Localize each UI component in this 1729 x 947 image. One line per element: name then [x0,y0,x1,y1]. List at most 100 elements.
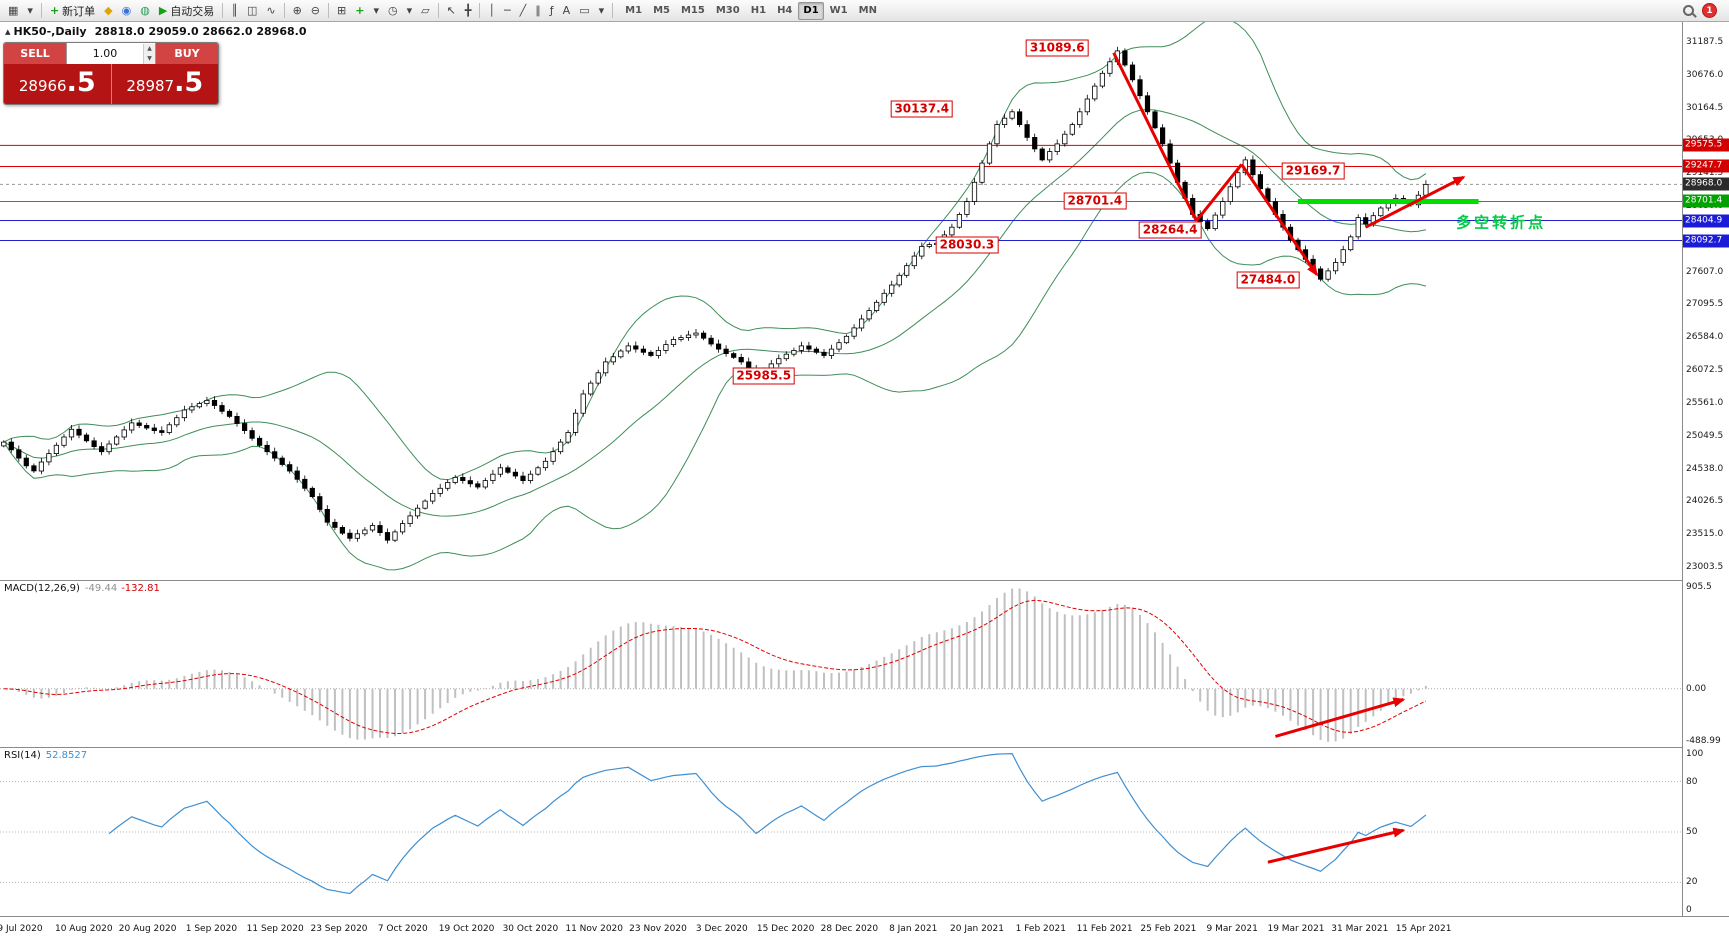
sell-button[interactable]: SELL [4,43,66,64]
periods-icon[interactable]: ◷ [384,2,402,20]
candlestick-chart-icon[interactable]: ◫ [243,2,261,20]
new-chart-icon[interactable]: ▦ [4,2,22,20]
indicators-icon[interactable]: + [351,2,368,20]
buy-price[interactable]: 28987.5 [112,64,219,104]
macd-main-value: -49.44 [84,583,118,594]
mql5-market-icon[interactable]: ◆ [100,2,116,20]
rsi-axis-label: 80 [1686,776,1698,787]
crosshair-icon[interactable]: ╋ [461,2,476,20]
chart-list-dropdown[interactable]: ▾ [23,2,37,20]
toolbar-buttons: ▦ ▾ + 新订单 ◆ ◉ ◍ ▶ 自动交易 ║ ◫ ∿ ⊕ ⊖ ⊞ + ▾ ◷ ▾ ▱ ↖ ╋ │ ─ ╱ ∥ ƒ A ▭ ▾ [4,2,616,20]
cursor-icon[interactable]: ↖ [443,2,460,20]
timeframe-h4[interactable]: H4 [777,5,793,16]
time-axis-label: 23 Nov 2020 [629,924,687,934]
timeframe-mn[interactable]: MN [858,5,877,16]
templates-icon[interactable]: ▱ [417,2,433,20]
trend-arrow-1[interactable] [1112,52,1198,222]
fibonacci-icon[interactable]: ƒ [546,2,558,20]
timeframe-m30[interactable]: M30 [715,5,740,16]
tile-windows-icon[interactable]: ⊞ [333,2,350,20]
macd-pane-surface[interactable] [0,581,1682,747]
toolbar-separator [283,3,285,18]
main-chart-surface[interactable] [0,22,1682,580]
volume-value: 1.00 [92,47,118,60]
notification-badge[interactable]: 1 [1702,3,1717,18]
pane-separator-rsi[interactable] [0,747,1729,748]
chart-list-dropdown-glyph: ▾ [27,4,33,17]
price-badge-28968.0[interactable]: 28968.0 [1683,177,1729,191]
line-chart-icon[interactable]: ∿ [262,2,279,20]
trend-arrow-3[interactable] [1240,163,1319,277]
rsi-trend-arrow[interactable] [1267,827,1406,864]
rsi-value: 52.8527 [45,750,88,761]
text-label-icon[interactable]: A [559,2,575,20]
macd-name: MACD(12,26,9) [4,583,80,594]
auto-trading-button-label: 自动交易 [170,4,215,18]
trendline-icon[interactable]: ╱ [516,2,531,20]
new-order-button[interactable]: + 新订单 [46,2,99,20]
periods-dropdown[interactable]: ▾ [403,2,417,20]
price-tick-label: 25049.5 [1686,430,1724,441]
chart-workspace: 31089.6 30137.4 29169.7 28701.4 28264.4 28030… [0,22,1729,947]
timeframe-m1[interactable]: M1 [625,5,643,16]
bar-chart-icon[interactable]: ║ [227,2,242,20]
trend-arrow-4[interactable] [1365,175,1466,229]
time-axis-label: 7 Oct 2020 [377,924,428,934]
shapes-dropdown-glyph: ▾ [598,4,605,17]
timeframe-m5[interactable]: M5 [653,5,670,16]
sell-price-pips: .5 [66,67,96,98]
bollinger-lower-band[interactable] [3,171,1427,571]
pane-separator-macd[interactable] [0,580,1729,581]
auto-trading-button[interactable]: ▶ 自动交易 [155,2,218,20]
time-axis-label: 1 Feb 2021 [1015,924,1066,934]
price-axis[interactable]: 31187.530676.030164.529653.029141.528630… [1682,22,1729,916]
timeframe-w1[interactable]: W1 [829,5,848,16]
zoom-out-icon[interactable]: ⊖ [307,2,324,20]
indicators-dropdown[interactable]: ▾ [369,2,383,20]
text-label-icon-glyph: A [562,4,571,17]
time-axis-label: 15 Apr 2021 [1395,924,1452,934]
time-axis[interactable]: 9 Jul 2020 10 Aug 2020 20 Aug 2020 1 Sep 20… [0,917,1682,947]
chart-title: ▴ HK50-,Daily 28818.0 29059.0 28662.0 2896… [5,25,306,38]
main-toolbar: ▦ ▾ + 新订单 ◆ ◉ ◍ ▶ 自动交易 ║ ◫ ∿ ⊕ ⊖ ⊞ + ▾ ◷ ▾ ▱ ↖ ╋ │ ─ ╱ ∥ ƒ A ▭ ▾ M1 M5… [0,0,1729,22]
one-click-toggle-icon[interactable]: ▴ [5,25,11,38]
price-tick-label: 29141.5 [1686,168,1724,179]
channel-icon[interactable]: ∥ [531,2,545,20]
pane-separator-time [0,916,1729,917]
horizontal-line-icon[interactable]: ─ [500,2,515,20]
macd-signal-line [3,599,1427,734]
time-axis-label: 11 Sep 2020 [246,924,304,934]
support-icon[interactable]: ◍ [136,2,154,20]
toolbar-separator [479,3,481,18]
sell-price[interactable]: 28966.5 [4,64,111,104]
price-badge-29247.7[interactable]: 29247.7 [1683,159,1729,173]
time-axis-label: 9 Jul 2020 [0,924,43,934]
templates-icon-glyph: ▱ [421,4,430,17]
volume-increase-button[interactable]: ▲ [144,43,155,54]
volume-decrease-button[interactable]: ▼ [144,53,155,64]
macd-trend-arrow[interactable] [1274,697,1406,738]
search-icon[interactable] [1683,5,1694,16]
timeframe-h1[interactable]: H1 [750,5,767,16]
bollinger-upper-band[interactable] [3,22,1427,481]
shapes-dropdown[interactable]: ▾ [595,2,609,20]
timeframe-d1[interactable]: D1 [798,1,824,20]
bollinger-middle-band[interactable] [3,108,1426,517]
price-badge-28092.7[interactable]: 28092.7 [1683,234,1729,248]
cursor-icon-glyph: ↖ [446,4,456,17]
rsi-pane-surface[interactable] [0,748,1682,916]
price-badge-28404.9[interactable]: 28404.9 [1683,214,1729,227]
price-badge-29575.5[interactable]: 29575.5 [1683,138,1729,152]
shapes-icon[interactable]: ▭ [575,2,593,20]
toolbar-separator [612,3,614,18]
zoom-in-icon[interactable]: ⊕ [289,2,306,20]
channel-icon-glyph: ∥ [535,4,541,17]
vertical-line-icon[interactable]: │ [484,2,499,20]
timeframe-m15[interactable]: M15 [680,5,705,16]
price-badge-28701.4[interactable]: 28701.4 [1683,194,1729,208]
candlestick-series[interactable] [1,46,1429,544]
volume-field[interactable]: 1.00 ▲ ▼ [66,43,156,64]
trend-arrow-2[interactable] [1195,163,1243,222]
buy-button[interactable]: BUY [156,43,218,64]
community-icon[interactable]: ◉ [118,2,136,20]
